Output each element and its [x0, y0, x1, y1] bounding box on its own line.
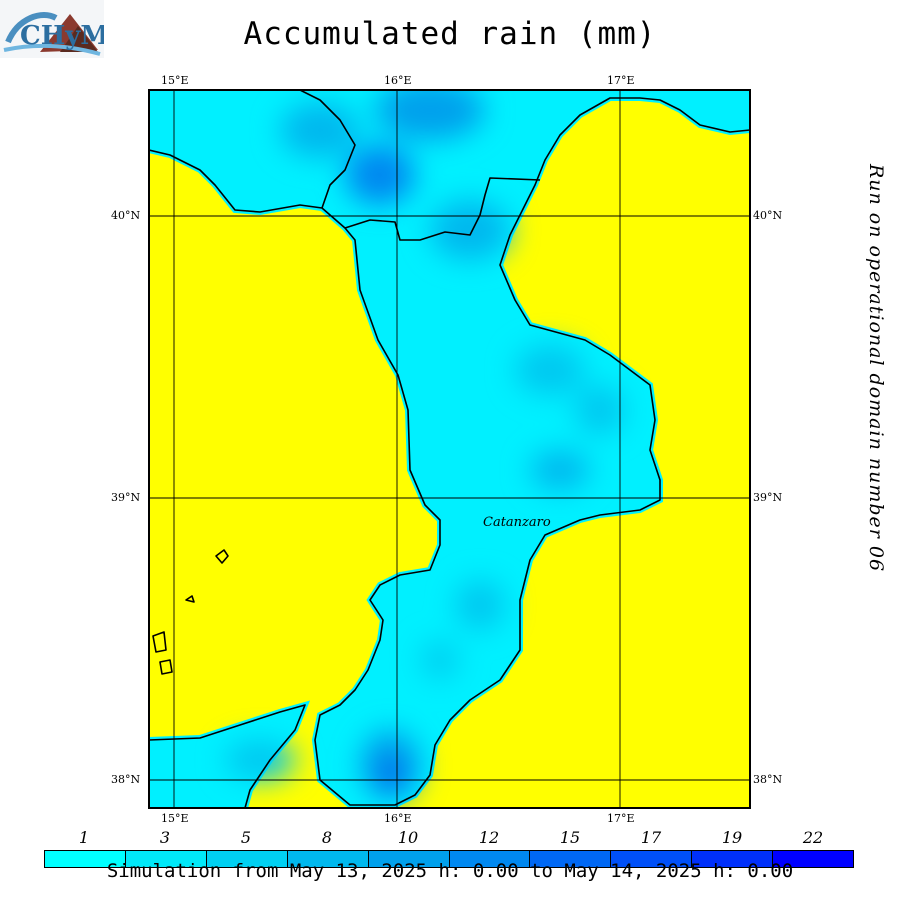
city-label-catanzaro: Catanzaro — [483, 515, 551, 530]
lat-label-left: 38°N — [111, 773, 141, 786]
colorbar-swatch — [692, 851, 774, 867]
colorbar-label: 17 — [640, 828, 662, 847]
lon-label-top: 17°E — [607, 74, 635, 87]
colorbar-label: 1 — [78, 828, 90, 847]
simulation-period: Simulation from May 13, 2025 h: 0.00 to … — [106, 860, 794, 882]
lon-label-bottom: 15°E — [161, 812, 189, 825]
colorbar-swatch — [611, 851, 693, 867]
lat-label-right: 40°N — [753, 209, 783, 222]
lat-label-right: 39°N — [753, 491, 783, 504]
colorbar-label: 19 — [721, 828, 743, 847]
lat-label-right: 38°N — [753, 773, 783, 786]
colorbar-swatch — [125, 851, 207, 867]
lat-label-left: 39°N — [111, 491, 141, 504]
svg-text:CHyM: CHyM — [20, 21, 104, 51]
colorbar-swatch — [368, 851, 450, 867]
chym-logo: CHyM — [0, 0, 104, 58]
colorbar — [44, 850, 854, 868]
rain-intensity — [225, 90, 625, 800]
colorbar-swatch — [530, 851, 612, 867]
colorbar-label: 22 — [802, 828, 824, 847]
colorbar-label: 10 — [397, 828, 419, 847]
colorbar-label: 15 — [559, 828, 581, 847]
graticule — [149, 90, 750, 808]
colorbar-label: 5 — [240, 828, 252, 847]
colorbar-label: 8 — [321, 828, 333, 847]
lat-label-left: 40°N — [111, 209, 141, 222]
run-domain-text: Run on operational domain number 06 — [865, 163, 887, 573]
colorbar-swatch — [206, 851, 288, 867]
map-title: Accumulated rain (mm) — [243, 16, 657, 52]
colorbar-swatch — [449, 851, 531, 867]
colorbar-swatch — [773, 851, 854, 867]
map-frame — [148, 89, 751, 809]
lon-label-top: 16°E — [384, 74, 412, 87]
colorbar-swatch — [287, 851, 369, 867]
lon-label-bottom: 17°E — [607, 812, 635, 825]
colorbar-label: 12 — [478, 828, 500, 847]
colorbar-swatch — [45, 851, 126, 867]
lon-label-bottom: 16°E — [384, 812, 412, 825]
lon-label-top: 15°E — [161, 74, 189, 87]
colorbar-label: 3 — [159, 828, 171, 847]
